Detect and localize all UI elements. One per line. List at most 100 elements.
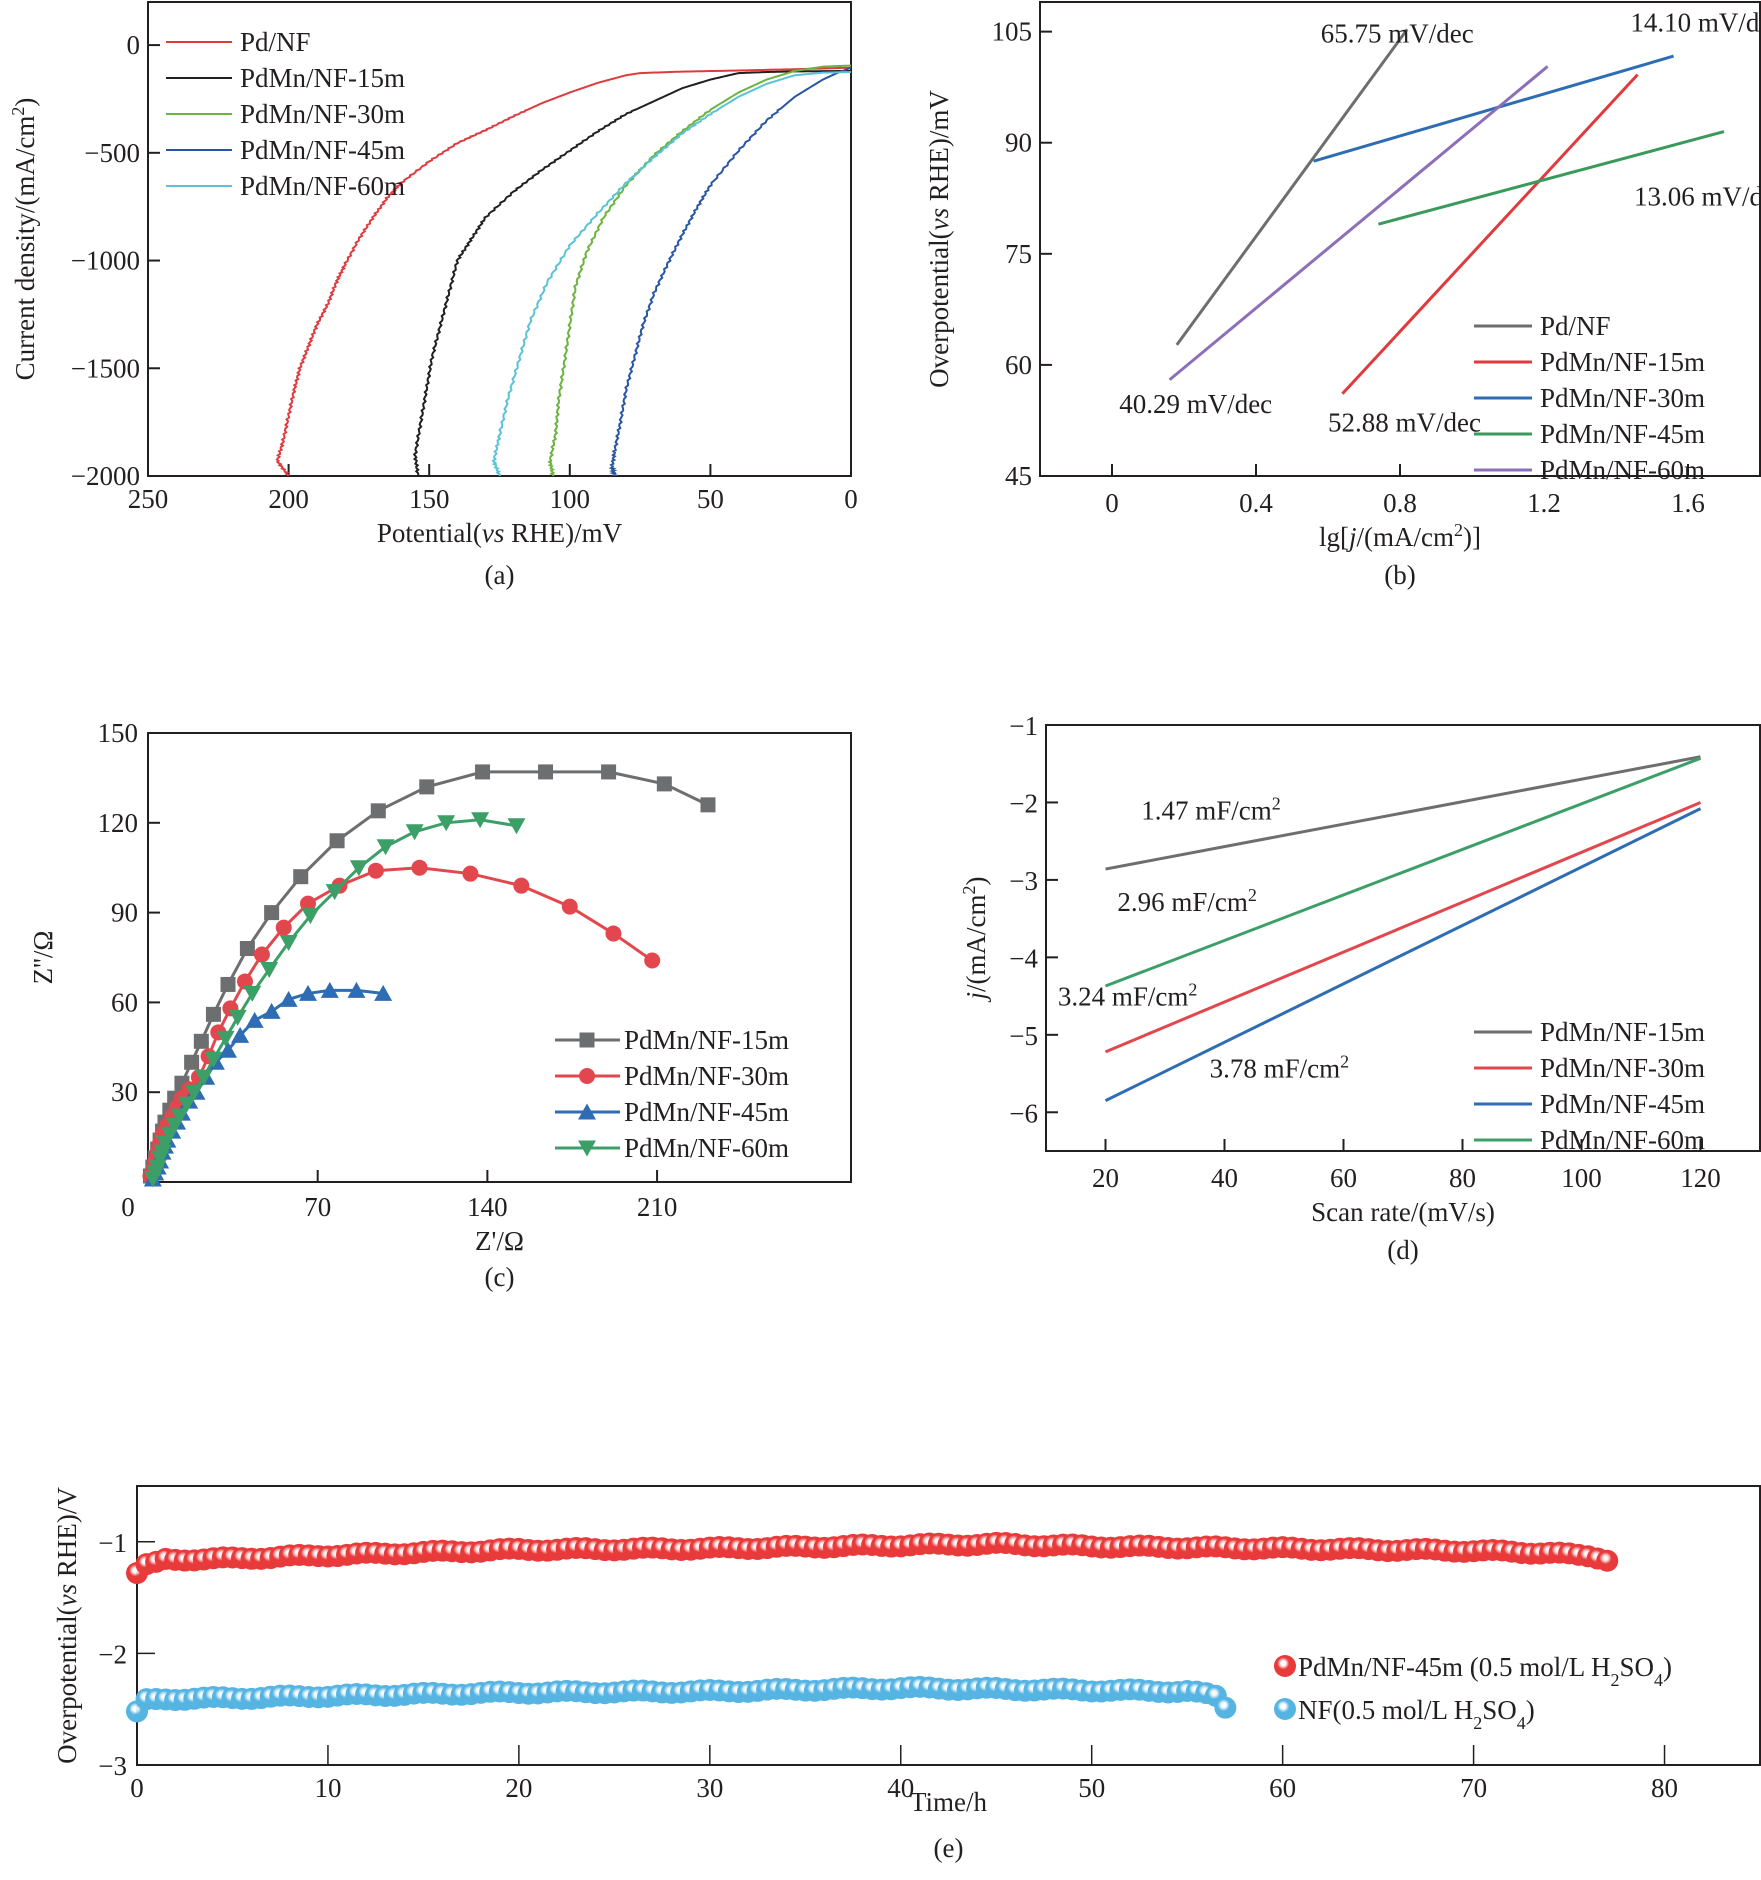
marker-triangle-up (298, 984, 317, 1001)
y-tick-label: 150 (98, 718, 139, 748)
series-line-1 (149, 866, 654, 1177)
paren: ) (10, 98, 40, 107)
legend-label: PdMn/NF-60m (240, 171, 405, 201)
legend-label: PdMn/NF-45m (240, 135, 405, 165)
marker-circle (411, 859, 428, 876)
marker-triangle-down (405, 824, 424, 841)
tafel-slope-label: 52.88 mV/dec (1328, 408, 1481, 438)
series-line-3 (1104, 756, 1702, 988)
legend-label: PdMn/NF-30m (240, 99, 405, 129)
marker-triangle-down (177, 1096, 196, 1113)
panel-label: (d) (1387, 1235, 1418, 1265)
cdl-label: 1.47 mF/cm2 (1141, 793, 1281, 825)
cdl-label: 3.24 mF/cm2 (1058, 979, 1198, 1011)
y-axis-title-part: /(mA/cm (961, 895, 991, 992)
y-tick-label: −3 (98, 1751, 127, 1781)
x-axis-title-part: Potential( (377, 518, 482, 548)
legend-label-part: SO (1620, 1652, 1655, 1682)
x-axis-title-part: j (1346, 522, 1357, 552)
marker-square (193, 1033, 209, 1049)
y-tick-label: 75 (1005, 239, 1032, 269)
y-axis-title-part: vs (52, 1584, 82, 1607)
y-axis-title-part: Overpotential( (52, 1606, 82, 1763)
x-tick-label: 0.8 (1383, 488, 1417, 518)
series-line-4 (1168, 65, 1549, 381)
marker-triangle-down (376, 839, 395, 856)
legend-label: PdMn/NF-15m (1540, 347, 1705, 377)
series-line-1 (1104, 801, 1702, 1054)
marker-triangle-down (185, 1084, 204, 1101)
legend-label: PdMn/NF-60m (1540, 455, 1705, 485)
tafel-slope-label: 13.06 mV/dec (1634, 182, 1761, 212)
legend-label: PdMn/NF-45m (624, 1097, 789, 1127)
series-line-4 (491, 71, 851, 476)
y-tick-label: 60 (1005, 350, 1032, 380)
y-axis-title: j/(mA/cm2) (959, 877, 991, 1003)
cdl-label: 3.78 mF/cm2 (1210, 1051, 1350, 1083)
x-tick-label: 1.2 (1527, 488, 1561, 518)
marker-triangle-up (262, 1002, 281, 1019)
x-tick-label: 0 (130, 1773, 144, 1803)
x-tick-label: 0 (121, 1192, 135, 1222)
legend-label-part: ) (1663, 1652, 1672, 1682)
x-tick-label: 20 (1092, 1163, 1119, 1193)
panel-e: 0 10 20 30 40 50 60 70 80 −1 −2 −3 Time/h Overpotenti… (52, 1485, 1761, 1863)
marker-triangle-down (301, 908, 320, 925)
marker-square (700, 797, 716, 813)
legend-label: PdMn/NF-30m (1540, 1053, 1705, 1083)
marker-triangle-up (231, 1026, 250, 1043)
series-line-2 (547, 64, 851, 476)
series-line-0 (1175, 28, 1409, 346)
x-tick-label: 210 (637, 1192, 678, 1222)
legend-label: PdMn/NF-30m (1540, 383, 1705, 413)
x-tick-label: 70 (304, 1192, 331, 1222)
y-tick-label: −6 (1009, 1098, 1038, 1128)
y-tick-label: −5 (1009, 1021, 1038, 1051)
marker-triangle-down (260, 961, 279, 978)
marker-circle (644, 952, 661, 969)
legend-label: PdMn/NF-45m (1540, 419, 1705, 449)
marker-circle (513, 877, 530, 894)
marker-triangle-down (437, 815, 456, 832)
x-tick-label: 140 (467, 1192, 508, 1222)
legend-label: PdMn/NF-60m (624, 1133, 789, 1163)
series-line-0 (275, 66, 851, 476)
marker-square (264, 905, 280, 921)
y-axis-title-part: ) (961, 877, 991, 886)
legend-label: NF(0.5 mol/L H2SO4) (1298, 1695, 1535, 1733)
x-tick-label: 80 (1449, 1163, 1476, 1193)
x-axis-title-part: )] (1463, 522, 1481, 552)
superscript: 2 (1188, 979, 1197, 999)
x-tick-label: 60 (1269, 1773, 1296, 1803)
cdl-label: 2.96 mF/cm2 (1117, 885, 1257, 917)
series-1 (126, 1675, 1237, 1723)
marker-square (419, 779, 435, 795)
superscript: 2 (1272, 793, 1281, 813)
series-line-2 (1313, 54, 1675, 163)
x-axis-title: Potential(vs RHE)/mV (377, 518, 623, 548)
x-tick-label: 120 (1680, 1163, 1721, 1193)
legend-label-part: NF(0.5 mol/L H (1298, 1695, 1473, 1725)
x-tick-label: 40 (887, 1773, 914, 1803)
marker-circle (605, 925, 622, 942)
marker-circle (299, 895, 316, 912)
series-0 (126, 1531, 1619, 1585)
series-line-3 (608, 66, 851, 476)
marker-triangle-down (578, 1140, 596, 1157)
y-tick-label: 90 (111, 898, 138, 928)
legend-label-part: ) (1526, 1695, 1535, 1725)
marker-circle (462, 865, 479, 882)
y-tick-label: −2 (98, 1639, 127, 1669)
y-tick-label: −1500 (71, 353, 140, 383)
legend-label: PdMn/NF-15m (624, 1025, 789, 1055)
legend-label: PdMn/NF-60m (1540, 1125, 1705, 1155)
marker-circle (579, 1068, 595, 1084)
marker-triangle-down (243, 985, 262, 1002)
legend-label-part: 4 (1517, 1713, 1526, 1733)
legend-label: PdMn/NF-30m (624, 1061, 789, 1091)
marker-square (205, 1006, 221, 1022)
marker-triangle-down (471, 812, 490, 829)
marker-triangle-down (194, 1069, 213, 1086)
marker-triangle-up (578, 1103, 596, 1120)
tafel-slope-label: 14.10 mV/dec (1630, 8, 1761, 38)
